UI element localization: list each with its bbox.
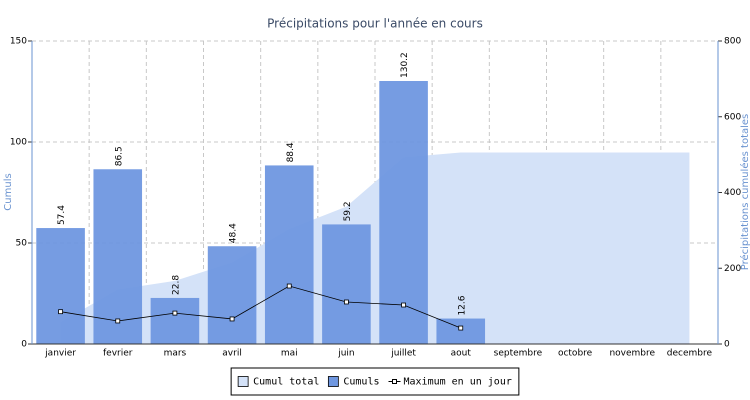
y2-axis-title: Précipitations cumulées totales [739,114,750,271]
line-marker [229,316,235,322]
x-tick-label: novembre [609,349,655,359]
legend-label: Cumul total [253,377,319,388]
y-tick-label: 100 [10,138,27,148]
bar [264,165,314,344]
legend-swatch-marker [391,379,397,384]
x-tick-label: juin [337,349,354,359]
legend: Cumul total Cumuls Maximum en un jour [230,367,520,396]
x-tick-label: septembre [494,349,543,359]
y2-tick-label: 600 [724,112,741,122]
line-marker [172,310,178,316]
bar [150,297,200,344]
bar [36,228,85,344]
data-label: 48.4 [229,223,239,243]
legend-label: Cumuls [343,377,379,388]
data-label: 59.2 [343,201,353,221]
x-tick-label: decembre [667,349,713,359]
line-marker [344,299,349,305]
y-tick-label: 0 [21,340,27,350]
line-marker [458,325,464,331]
bar [207,246,257,344]
x-tick-label: juillet [390,349,416,359]
x-tick-label: janvier [44,349,76,359]
y2-tick-label: 0 [724,340,730,350]
x-tick-label: mars [164,349,187,359]
y-axis-title: Cumuls [3,173,14,210]
y2-tick-label: 400 [724,188,741,198]
x-tick-label: aout [451,349,472,359]
chart-title: Précipitations pour l'année en cours [267,17,483,31]
bar [379,80,428,344]
x-tick-label: fevrier [103,349,133,359]
bar [322,224,371,344]
line-marker [401,302,406,308]
legend-label: Maximum en un jour [403,377,511,388]
data-label: 12.6 [457,295,467,315]
y-tick-label: 150 [10,37,27,47]
bar [93,169,143,344]
line [60,285,461,329]
bar [436,318,486,344]
line-marker [286,283,292,289]
data-label: 86.5 [114,146,124,166]
x-tick-label: avril [222,349,242,359]
y2-tick-label: 800 [724,37,741,47]
y-tick-label: 50 [16,239,28,249]
data-label: 88.4 [286,142,296,162]
legend-swatch [327,376,339,387]
y2-tick-label: 200 [724,264,741,274]
line-marker [58,309,63,315]
x-tick-label: octobre [558,349,593,359]
data-label: 57.4 [57,205,67,225]
data-label: 22.8 [171,275,181,295]
legend-box [230,367,520,396]
data-label: 130.2 [400,52,410,78]
x-tick-label: mai [281,349,298,359]
line-marker [115,318,121,324]
legend-swatch [237,376,249,387]
